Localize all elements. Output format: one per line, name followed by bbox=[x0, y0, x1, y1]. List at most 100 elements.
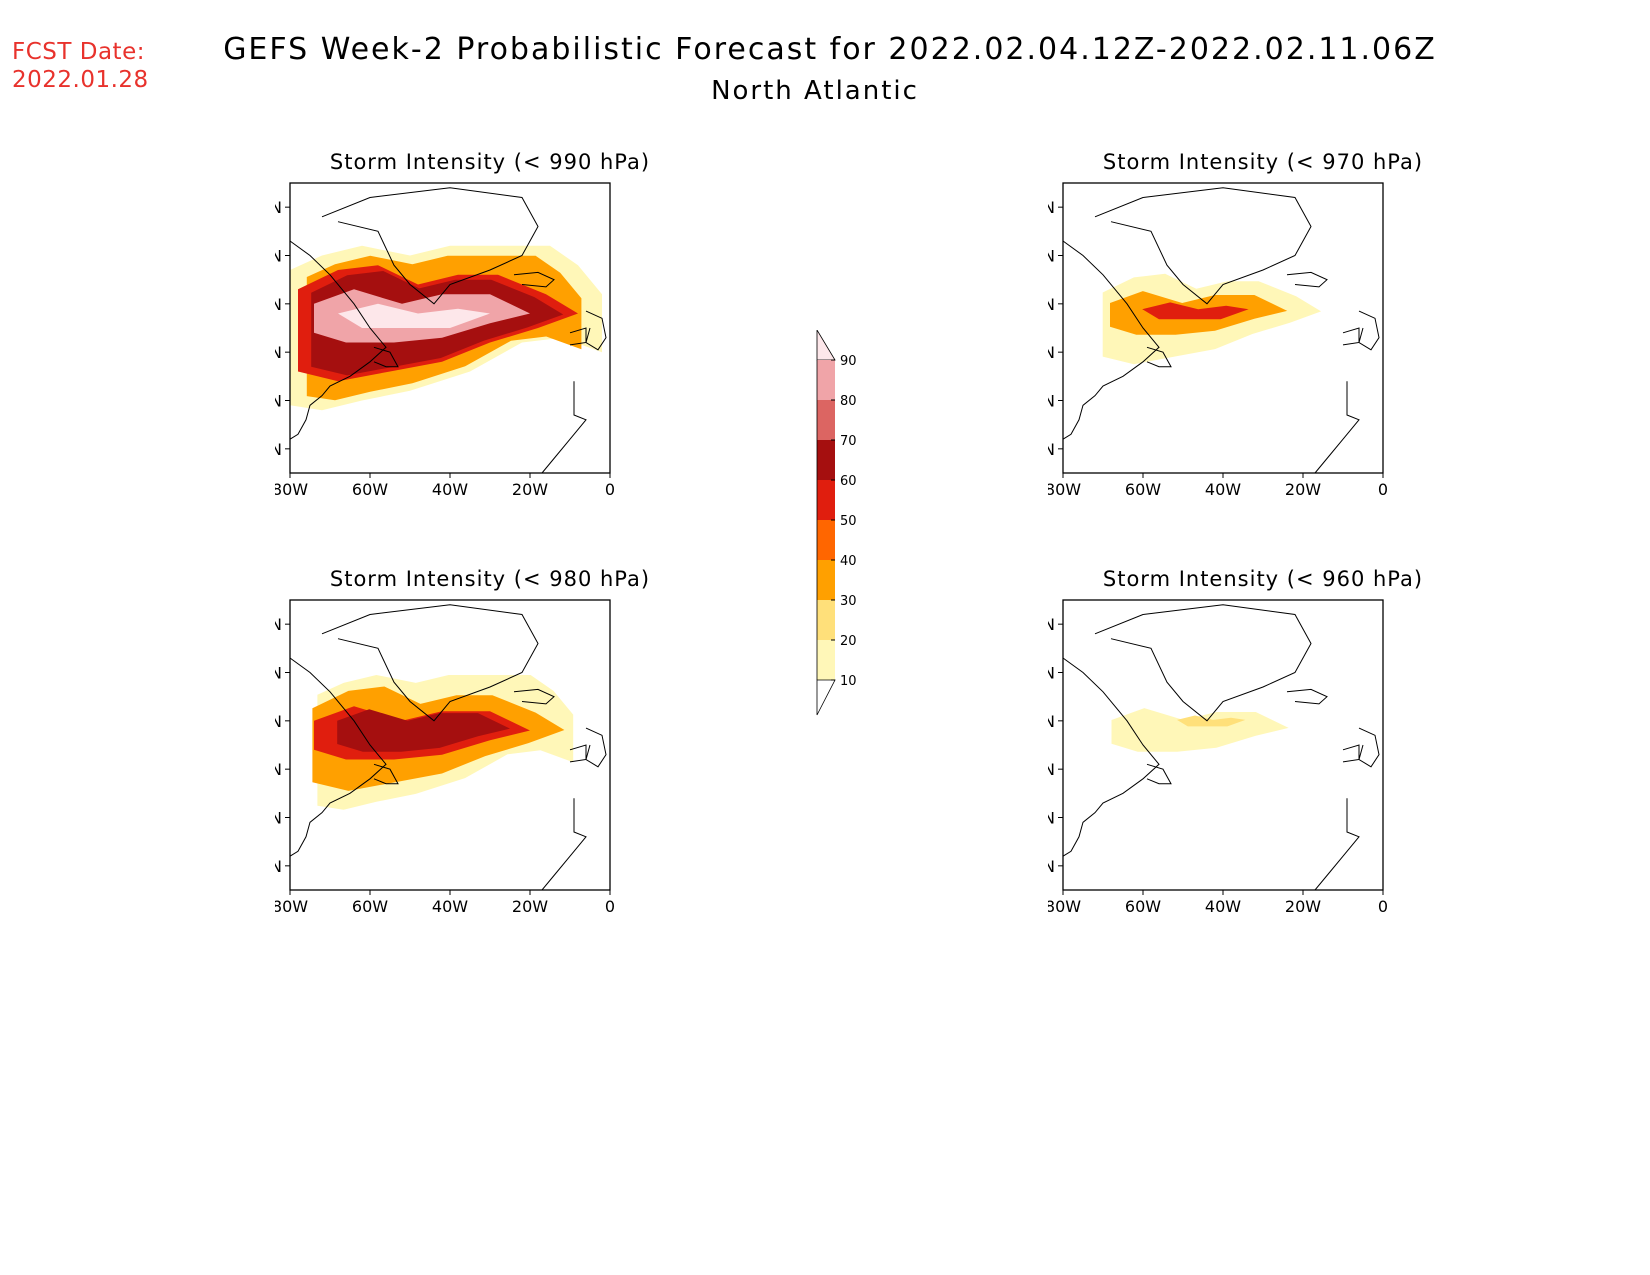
map-panel-990: Storm Intensity (< 990 hPa) 80N 70N 60N 50N… bbox=[275, 150, 695, 520]
probability-contour-10 bbox=[1111, 708, 1289, 752]
lat-tick-label: 80N bbox=[275, 615, 282, 634]
coastline bbox=[1286, 271, 1328, 288]
lat-tick-label: 70N bbox=[1048, 664, 1055, 683]
panel-title: Storm Intensity (< 970 hPa) bbox=[1102, 150, 1424, 174]
lat-tick-label: 70N bbox=[275, 664, 282, 683]
lon-tick-label: 40W bbox=[1205, 897, 1241, 916]
lon-tick-label: 60W bbox=[1125, 480, 1161, 499]
colorbar: 90 80 70 60 50 40 30 20 10 bbox=[805, 328, 865, 750]
map-960: 80N 70N 60N 50N 40N 30N 80W 60W 40W 20W 0 bbox=[1048, 599, 1388, 916]
coastline bbox=[373, 763, 399, 785]
map-970: 80N 70N 60N 50N 40N 30N 80W 60W 40W 20W 0 bbox=[1048, 182, 1388, 499]
lat-tick-label: 30N bbox=[1048, 857, 1055, 876]
map-panel-980: Storm Intensity (< 980 hPa) 80N 70N 60N 50N… bbox=[275, 567, 695, 937]
coastline bbox=[289, 240, 387, 440]
lat-tick-label: 60N bbox=[275, 295, 282, 314]
colorbar-segment bbox=[817, 440, 835, 480]
lat-tick-label: 80N bbox=[1048, 615, 1055, 634]
lon-tick-label: 20W bbox=[512, 480, 548, 499]
colorbar-segment bbox=[817, 480, 835, 520]
colorbar-segment bbox=[817, 520, 835, 560]
map-panel-960: Storm Intensity (< 960 hPa) 80N 70N 60N 50N… bbox=[1048, 567, 1468, 937]
colorbar-top-arrow bbox=[816, 328, 836, 361]
lat-tick-label: 40N bbox=[275, 809, 282, 828]
colorbar-label: 60 bbox=[840, 474, 857, 489]
lat-tick-label: 60N bbox=[275, 712, 282, 731]
lat-tick-label: 50N bbox=[1048, 343, 1055, 362]
coastline bbox=[1314, 381, 1360, 474]
coastline bbox=[1146, 346, 1172, 368]
lon-tick-label: 20W bbox=[1285, 480, 1321, 499]
lon-tick-label: 60W bbox=[352, 897, 388, 916]
lat-tick-label: 60N bbox=[1048, 712, 1055, 731]
coastline bbox=[513, 271, 555, 288]
lon-tick-label: 80W bbox=[1048, 480, 1081, 499]
forecast-date-block: FCST Date: 2022.01.28 bbox=[12, 38, 149, 94]
fcst-date-value: 2022.01.28 bbox=[12, 67, 149, 93]
coastline bbox=[1094, 187, 1312, 305]
lat-tick-label: 40N bbox=[1048, 809, 1055, 828]
lon-tick-label: 40W bbox=[1205, 480, 1241, 499]
lon-tick-label: 80W bbox=[275, 897, 308, 916]
coastline bbox=[569, 744, 587, 763]
coastline bbox=[1146, 763, 1172, 785]
probability-contour-50 bbox=[1142, 302, 1249, 320]
coastline bbox=[541, 381, 587, 474]
colorbar-label: 80 bbox=[840, 394, 857, 409]
colorbar-segment bbox=[817, 640, 835, 680]
coastline bbox=[1358, 310, 1380, 351]
colorbar-label: 20 bbox=[840, 634, 857, 649]
lat-tick-label: 70N bbox=[275, 247, 282, 266]
coastline bbox=[289, 657, 387, 857]
map-980: 80N 70N 60N 50N 40N 30N 80W 60W 40W 20W 0 bbox=[275, 599, 615, 916]
lon-tick-label: 80W bbox=[1048, 897, 1081, 916]
coastline bbox=[1314, 798, 1360, 891]
map-panel-970: Storm Intensity (< 970 hPa) 80N 70N 60N 50N… bbox=[1048, 150, 1468, 520]
coastline bbox=[321, 604, 539, 722]
lat-tick-label: 30N bbox=[275, 857, 282, 876]
lon-tick-label: 40W bbox=[432, 480, 468, 499]
coastline bbox=[1358, 727, 1380, 768]
coastline bbox=[569, 327, 587, 346]
lat-tick-label: 80N bbox=[275, 198, 282, 217]
map-990: 80N 70N 60N 50N 40N 30N 80W 60W 40W 20W 0 bbox=[275, 182, 615, 499]
lat-tick-label: 30N bbox=[1048, 440, 1055, 459]
colorbar-segment bbox=[817, 560, 835, 600]
lon-tick-label: 20W bbox=[512, 897, 548, 916]
colorbar-label: 40 bbox=[840, 554, 857, 569]
probability-contour-90 bbox=[338, 303, 490, 328]
coastline bbox=[585, 310, 607, 351]
coastline bbox=[1062, 240, 1160, 440]
lat-tick-label: 50N bbox=[275, 343, 282, 362]
coastline bbox=[513, 688, 555, 705]
lat-tick-label: 50N bbox=[275, 760, 282, 779]
lon-tick-label: 80W bbox=[275, 480, 308, 499]
panel-title: Storm Intensity (< 960 hPa) bbox=[1102, 567, 1424, 591]
coastline bbox=[321, 187, 539, 305]
lat-tick-label: 30N bbox=[275, 440, 282, 459]
lon-tick-label: 60W bbox=[1125, 897, 1161, 916]
coastline bbox=[1062, 657, 1160, 857]
lon-tick-label: 40W bbox=[432, 897, 468, 916]
lat-tick-label: 60N bbox=[1048, 295, 1055, 314]
lat-tick-label: 80N bbox=[1048, 198, 1055, 217]
coastline bbox=[1342, 744, 1360, 763]
colorbar-label: 30 bbox=[840, 594, 857, 609]
colorbar-label: 70 bbox=[840, 434, 857, 449]
coastline bbox=[541, 798, 587, 891]
lat-tick-label: 40N bbox=[1048, 392, 1055, 411]
coastline bbox=[1094, 604, 1312, 722]
lon-tick-label: 0 bbox=[1378, 897, 1388, 916]
colorbar-label: 10 bbox=[840, 674, 857, 689]
lon-tick-label: 0 bbox=[605, 480, 615, 499]
page-title: GEFS Week-2 Probabilistic Forecast for 2… bbox=[223, 32, 1437, 67]
coastline bbox=[1342, 327, 1360, 346]
coastline bbox=[1286, 688, 1328, 705]
coastline bbox=[585, 727, 607, 768]
colorbar-segment bbox=[817, 600, 835, 640]
colorbar-bottom-arrow bbox=[816, 679, 836, 716]
coastline bbox=[373, 346, 399, 368]
colorbar-segment bbox=[817, 360, 835, 400]
colorbar-label: 90 bbox=[840, 354, 857, 369]
colorbar-label: 50 bbox=[840, 514, 857, 529]
